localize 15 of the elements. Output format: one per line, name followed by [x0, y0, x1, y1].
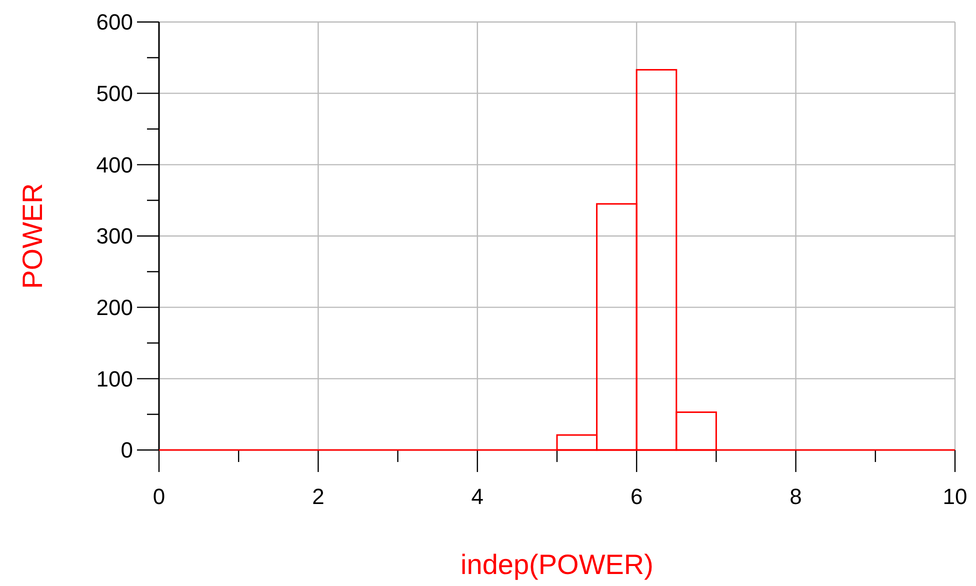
y-tick-label: 300	[96, 224, 133, 249]
y-tick-label: 0	[120, 438, 133, 463]
y-axis-title: POWER	[17, 183, 48, 289]
x-tick-label: 4	[471, 484, 484, 509]
y-tick-label: 200	[96, 295, 133, 320]
x-tick-label: 8	[790, 484, 802, 509]
x-axis-title: indep(POWER)	[460, 549, 654, 580]
y-tick-label: 100	[96, 366, 133, 392]
x-tick-label: 0	[152, 484, 166, 509]
y-tick-label: 400	[96, 152, 133, 178]
y-tick-label: 600	[96, 10, 133, 35]
x-tick-label: 10	[942, 484, 968, 509]
y-tick-label: 500	[96, 81, 133, 106]
x-tick-label: 6	[630, 484, 643, 509]
x-tick-label: 2	[312, 484, 324, 509]
